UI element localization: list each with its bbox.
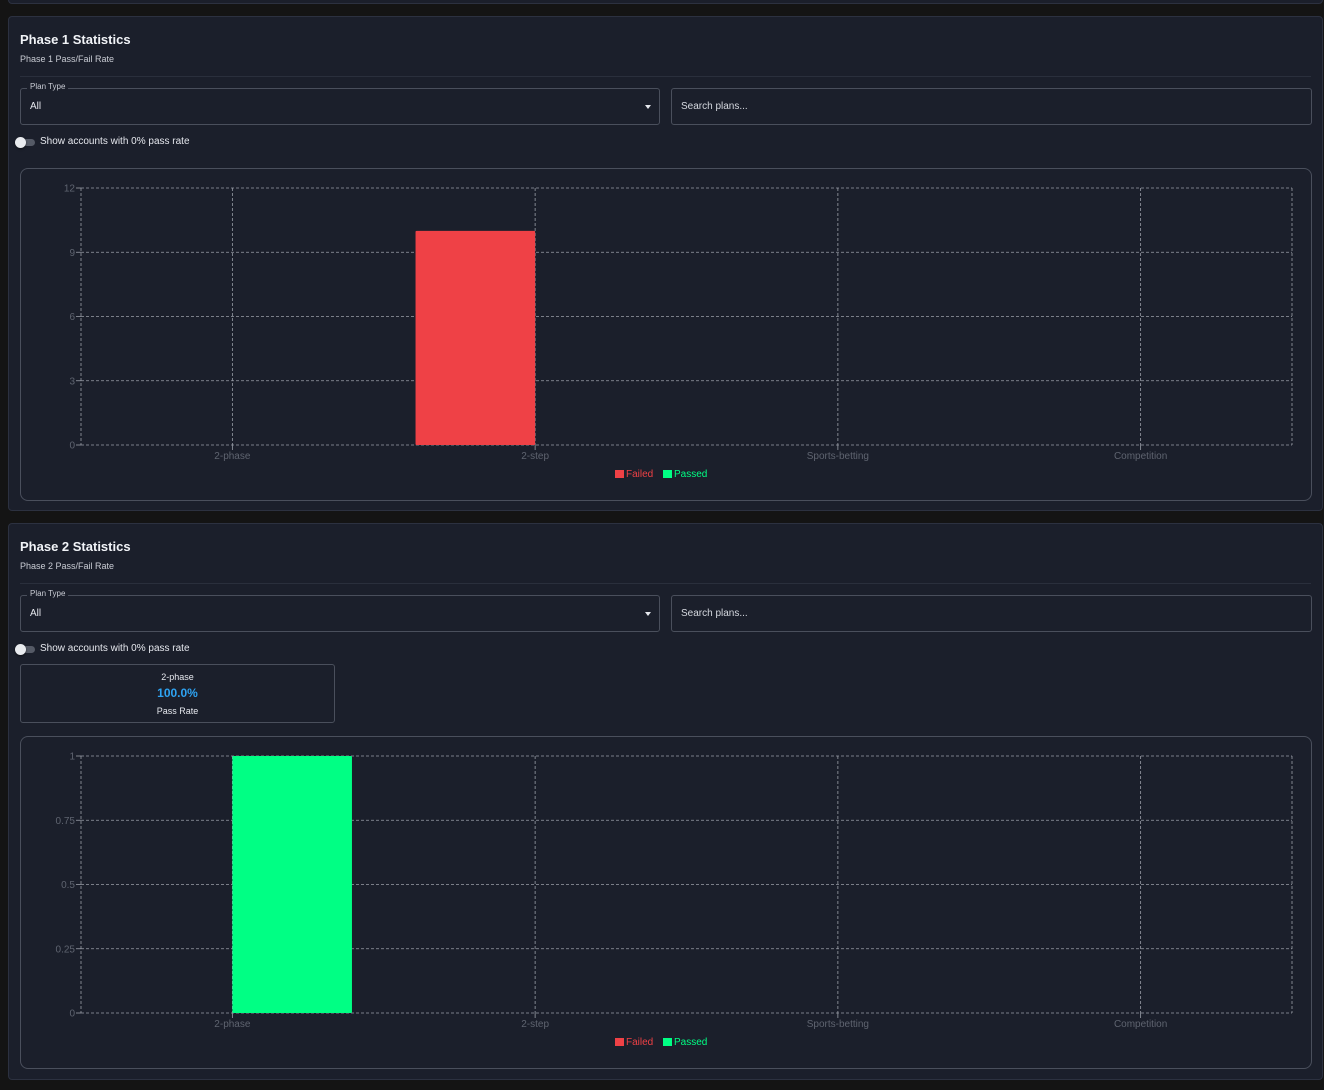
y-tick-label: 0 — [69, 441, 75, 452]
phase1-subtitle: Phase 1 Pass/Fail Rate — [20, 54, 115, 64]
phase1-plan-type-label: Plan Type — [27, 82, 69, 91]
phase2-bar-chart: 0 0.25 0.5 0.75 1 2-phase 2-step Sports-betting… — [56, 752, 1293, 1048]
stat-card-plan-name: 2-phase — [161, 672, 194, 682]
phase2-plan-type-value: All — [30, 608, 42, 619]
stat-card-pass-rate-value: 100.0% — [157, 686, 198, 700]
legend-swatch-failed[interactable] — [615, 470, 624, 478]
y-tick-label: 3 — [69, 376, 75, 387]
phase2-subtitle: Phase 2 Pass/Fail Rate — [20, 561, 115, 571]
x-tick-label: 2-step — [521, 451, 549, 462]
phase2-panel: Phase 2 Statistics Phase 2 Pass/Fail Rat… — [8, 523, 1323, 1080]
phase1-bar-chart: 0 3 6 9 12 2-phase 2-step Sports-betting Competi… — [64, 184, 1293, 480]
previous-panel-edge — [8, 0, 1323, 4]
phase2-plan-type-label: Plan Type — [27, 589, 69, 598]
y-tick-label: 0.75 — [56, 816, 76, 827]
y-tick-label: 6 — [69, 312, 75, 323]
phase1-plan-type-select[interactable]: Plan Type All — [20, 82, 660, 125]
caret-down-icon — [645, 612, 651, 616]
toggle-track — [18, 646, 35, 653]
phase1-zero-pass-toggle[interactable]: Show accounts with 0% pass rate — [15, 136, 215, 150]
y-tick-label: 0 — [69, 1009, 75, 1020]
phase2-chart-card: 0 0.25 0.5 0.75 1 2-phase 2-step Sports-betting… — [20, 736, 1312, 1069]
x-tick-label: 2-phase — [214, 451, 251, 462]
legend-label-passed[interactable]: Passed — [674, 469, 707, 480]
bar-failed-2-step[interactable] — [415, 230, 536, 445]
x-tick-label: 2-phase — [214, 1019, 251, 1030]
phase1-chart-card: 0 3 6 9 12 2-phase 2-step Sports-betting Competi… — [20, 168, 1312, 501]
phase2-pass-rate-card: 2-phase 100.0% Pass Rate — [20, 664, 335, 723]
legend-swatch-passed[interactable] — [663, 470, 672, 478]
legend-label-failed[interactable]: Failed — [626, 1037, 653, 1048]
x-tick-label: Sports-betting — [807, 451, 869, 462]
y-tick-label: 0.5 — [61, 880, 75, 891]
y-tick-label: 12 — [64, 184, 76, 195]
phase2-toggle-label: Show accounts with 0% pass rate — [40, 643, 190, 654]
x-tick-label: Competition — [1114, 1019, 1167, 1030]
y-tick-label: 1 — [69, 752, 75, 763]
phase1-panel: Phase 1 Statistics Phase 1 Pass/Fail Rat… — [8, 16, 1323, 511]
x-tick-label: Sports-betting — [807, 1019, 869, 1030]
toggle-thumb[interactable] — [15, 137, 26, 148]
y-tick-label: 9 — [69, 248, 75, 259]
phase2-plan-type-select[interactable]: Plan Type All — [20, 589, 660, 632]
phase2-divider — [20, 583, 1311, 584]
phase2-search-input[interactable] — [671, 595, 1312, 632]
caret-down-icon — [645, 105, 651, 109]
chart-legend: Failed Passed — [615, 1037, 707, 1048]
phase2-zero-pass-toggle[interactable]: Show accounts with 0% pass rate — [15, 643, 215, 657]
legend-swatch-passed[interactable] — [663, 1038, 672, 1046]
x-tick-label: 2-step — [521, 1019, 549, 1030]
toggle-thumb[interactable] — [15, 644, 26, 655]
chart-legend: Failed Passed — [615, 469, 707, 480]
legend-label-passed[interactable]: Passed — [674, 1037, 707, 1048]
phase1-plan-type-value: All — [30, 101, 42, 112]
phase1-title: Phase 1 Statistics — [20, 32, 131, 47]
x-tick-label: Competition — [1114, 451, 1167, 462]
phase1-toggle-label: Show accounts with 0% pass rate — [40, 136, 190, 147]
y-tick-label: 0.25 — [56, 944, 76, 955]
phase2-title: Phase 2 Statistics — [20, 539, 131, 554]
phase1-search-input[interactable] — [671, 88, 1312, 125]
stat-card-pass-rate-label: Pass Rate — [156, 706, 199, 716]
toggle-track — [18, 139, 35, 146]
bar-passed-2-phase[interactable] — [232, 756, 352, 1013]
phase1-divider — [20, 76, 1311, 77]
legend-swatch-failed[interactable] — [615, 1038, 624, 1046]
legend-label-failed[interactable]: Failed — [626, 469, 653, 480]
